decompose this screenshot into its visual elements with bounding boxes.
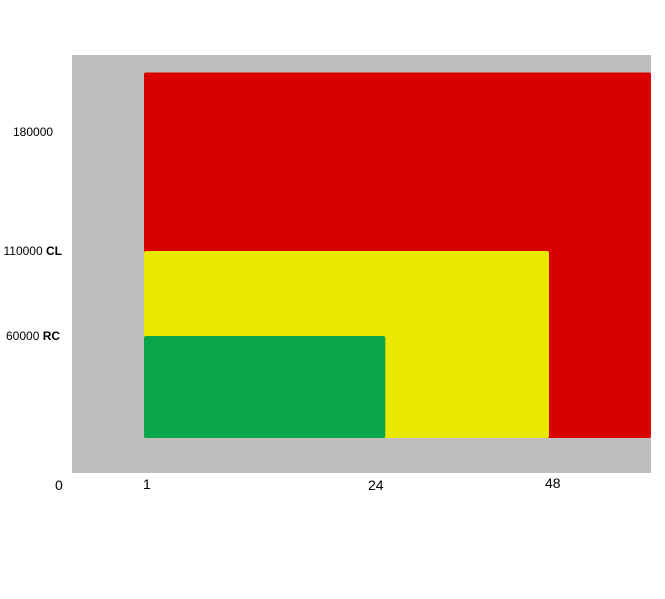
y-tick-tag: CL (46, 244, 62, 258)
y-tick-label: 60000 RC (6, 329, 60, 343)
y-tick-label: 180000 (13, 125, 53, 139)
y-tick-label: 110000 CL (4, 244, 63, 258)
x-tick-label: 48 (545, 475, 561, 491)
y-tick-value: 110000 (3, 244, 43, 258)
y-tick-value: 60000 (6, 329, 40, 343)
x-tick-label: 1 (143, 476, 151, 492)
y-tick-value: 180000 (13, 125, 54, 139)
x-tick-label: 0 (55, 477, 63, 493)
zones-layer (144, 72, 651, 438)
green-zone (144, 336, 386, 438)
y-tick-tag: RC (42, 329, 61, 343)
x-tick-label: 24 (368, 477, 384, 493)
